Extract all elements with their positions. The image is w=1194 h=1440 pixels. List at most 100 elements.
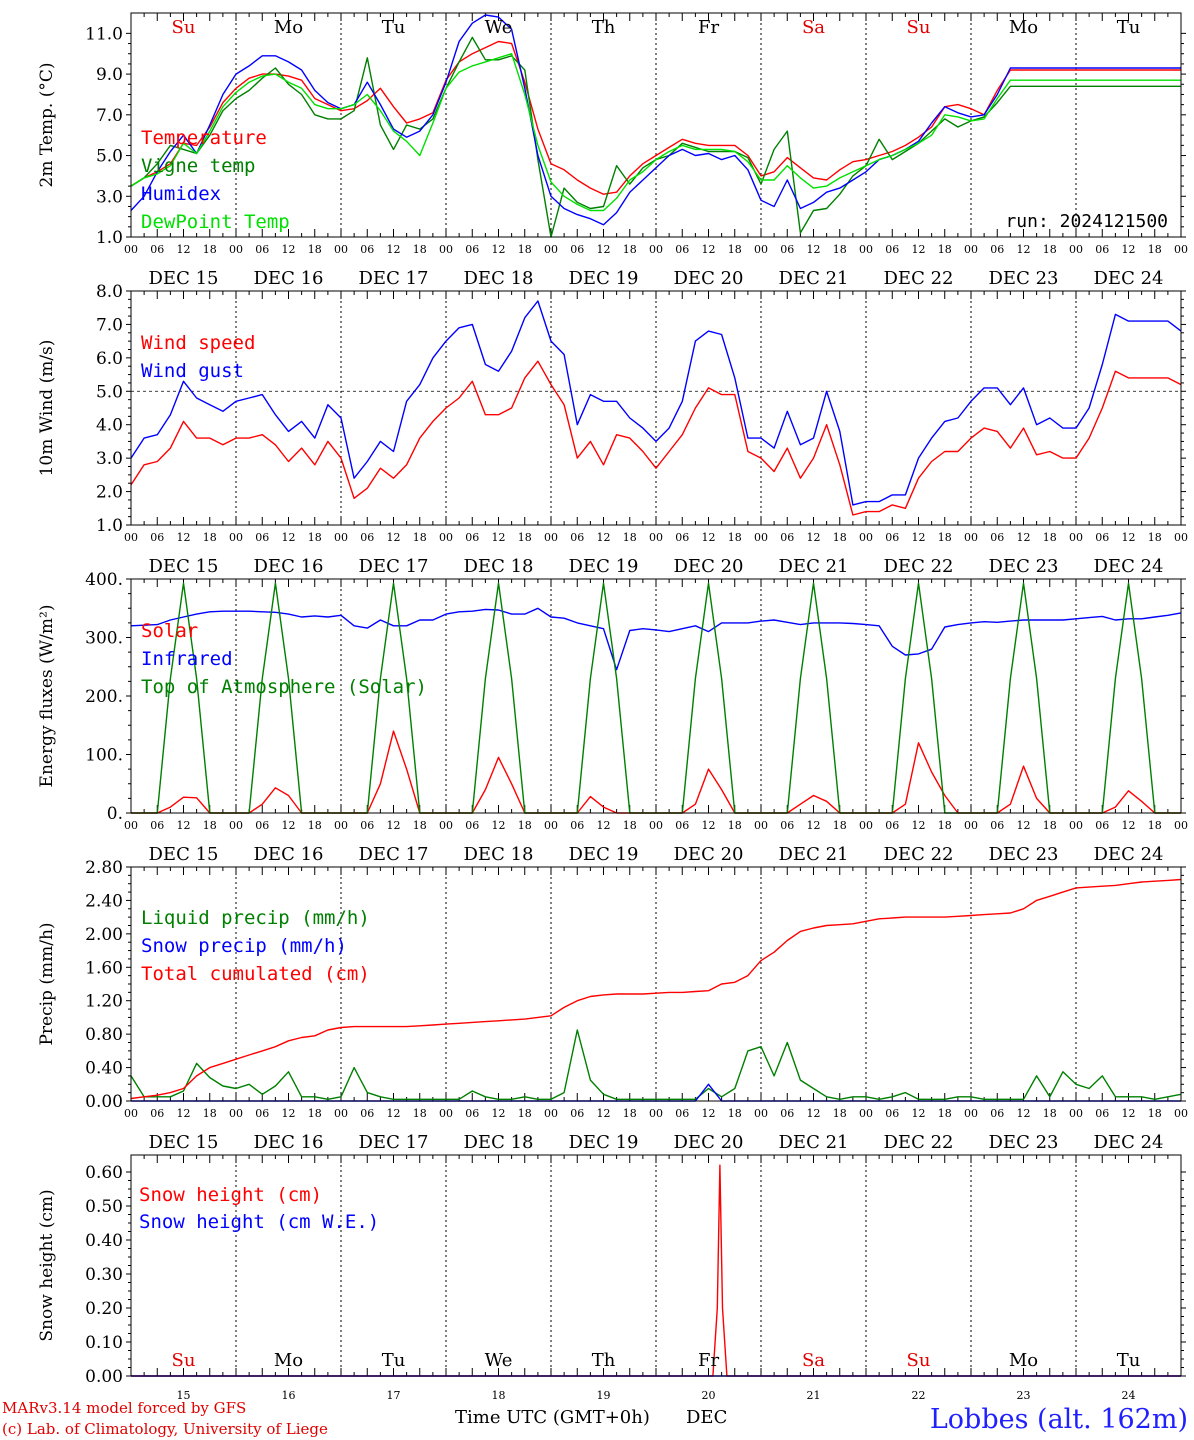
hour-label: 00 [229,243,243,256]
hour-label: 00 [1069,243,1083,256]
y-tick-label: 1.0 [96,228,123,248]
date-label: DEC 21 [779,556,849,577]
hour-label: 12 [1122,1107,1136,1120]
hour-label: 18 [203,1107,217,1120]
y-tick-label: 100. [85,746,123,766]
weekday-label: Mo [1009,17,1038,38]
day-number: 19 [597,1389,611,1402]
panel-5: 0.00 0.10 0.20 0.30 0.40 0.50 0.60 Snow height … [37,1154,1186,1402]
hour-label: 06 [360,243,374,256]
hour-label: 18 [833,819,847,832]
x-axis-month: DEC [686,1407,727,1428]
hour-label: 12 [492,243,506,256]
y-tick-label: 0. [107,804,123,824]
hour-label: 06 [255,819,269,832]
hour-label: 12 [912,1107,926,1120]
hour-label: 18 [833,531,847,544]
series-top-of-atmosphere-solar [131,582,1181,814]
hour-label: 18 [728,1107,742,1120]
hour-label: 18 [518,819,532,832]
hour-label: 06 [570,531,584,544]
hour-label: 12 [282,243,296,256]
date-label: DEC 15 [149,556,219,577]
hour-label: 18 [413,531,427,544]
hour-label: 06 [780,819,794,832]
y-axis-label: Precip (mm/h) [37,922,57,1045]
date-label: DEC 24 [1094,268,1164,289]
date-label: DEC 15 [149,1132,219,1153]
y-tick-label: 4.0 [96,416,123,436]
date-label: DEC 21 [779,268,849,289]
hour-label: 18 [518,1107,532,1120]
lab-credit: (c) Lab. of Climatology, University of L… [2,1420,328,1438]
legend-entry: Solar [141,620,198,642]
hour-label: 00 [649,1107,663,1120]
y-tick-label: 2.0 [96,483,123,503]
date-label: DEC 20 [674,1132,744,1153]
plot-frame [130,1154,1182,1377]
date-label: DEC 23 [989,844,1059,865]
hour-label: 00 [964,1107,978,1120]
hour-label: 00 [859,243,873,256]
hour-label: 00 [544,531,558,544]
hour-label: 06 [780,531,794,544]
hour-label: 00 [859,819,873,832]
hour-label: 12 [597,819,611,832]
hour-label: 18 [623,531,637,544]
hour-label: 06 [570,1107,584,1120]
hour-label: 00 [964,819,978,832]
y-tick-label: 7.0 [96,106,123,126]
hour-label: 18 [1148,243,1162,256]
hour-label: 12 [807,1107,821,1120]
hour-label: 18 [938,819,952,832]
date-label: DEC 21 [779,1132,849,1153]
series-infrared [130,607,1182,671]
hour-label: 12 [1017,1107,1031,1120]
hour-label: 00 [1174,243,1188,256]
hour-label: 12 [1017,243,1031,256]
hour-label: 12 [1122,819,1136,832]
date-label: DEC 23 [989,556,1059,577]
plot-frame [130,578,1182,814]
hour-label: 06 [360,531,374,544]
y-tick-label: 0.00 [85,1092,123,1112]
y-tick-label: 0.60 [85,1163,123,1183]
y-tick-label: 5.0 [96,147,123,167]
hour-label: 00 [859,531,873,544]
weekday-label: Su [907,1350,931,1371]
hour-label: 06 [465,531,479,544]
hour-label: 18 [1043,1107,1057,1120]
hour-label: 18 [938,243,952,256]
date-label: DEC 19 [569,1132,639,1153]
y-axis-label: 2m Temp. (°C) [37,62,57,187]
hour-label: 18 [413,1107,427,1120]
hour-label: 06 [150,1107,164,1120]
hour-label: 12 [807,243,821,256]
hour-label: 00 [439,531,453,544]
legend-entry: DewPoint Temp [141,211,290,233]
series-liquid-precip-mm-h [130,1029,1182,1101]
x-axis-title: Time UTC (GMT+0h) [455,1407,650,1428]
date-label: DEC 23 [989,268,1059,289]
hour-label: 18 [518,243,532,256]
hour-label: 12 [807,819,821,832]
hour-label: 18 [623,1107,637,1120]
date-label: DEC 18 [464,268,534,289]
hour-label: 00 [754,1107,768,1120]
y-tick-label: 400. [85,570,123,590]
date-label: DEC 18 [464,844,534,865]
hour-label: 06 [465,1107,479,1120]
hour-label: 06 [150,243,164,256]
hour-label: 00 [124,531,138,544]
date-label: DEC 15 [149,268,219,289]
date-label: DEC 18 [464,556,534,577]
hour-label: 00 [124,819,138,832]
hour-label: 06 [150,819,164,832]
y-tick-label: 9.0 [96,65,123,85]
hour-label: 06 [150,531,164,544]
y-tick-label: 6.0 [96,349,123,369]
weekday-label: Fr [698,1350,719,1371]
hour-label: 06 [255,1107,269,1120]
day-number: 18 [492,1389,506,1402]
y-tick-label: 8.0 [96,282,123,302]
